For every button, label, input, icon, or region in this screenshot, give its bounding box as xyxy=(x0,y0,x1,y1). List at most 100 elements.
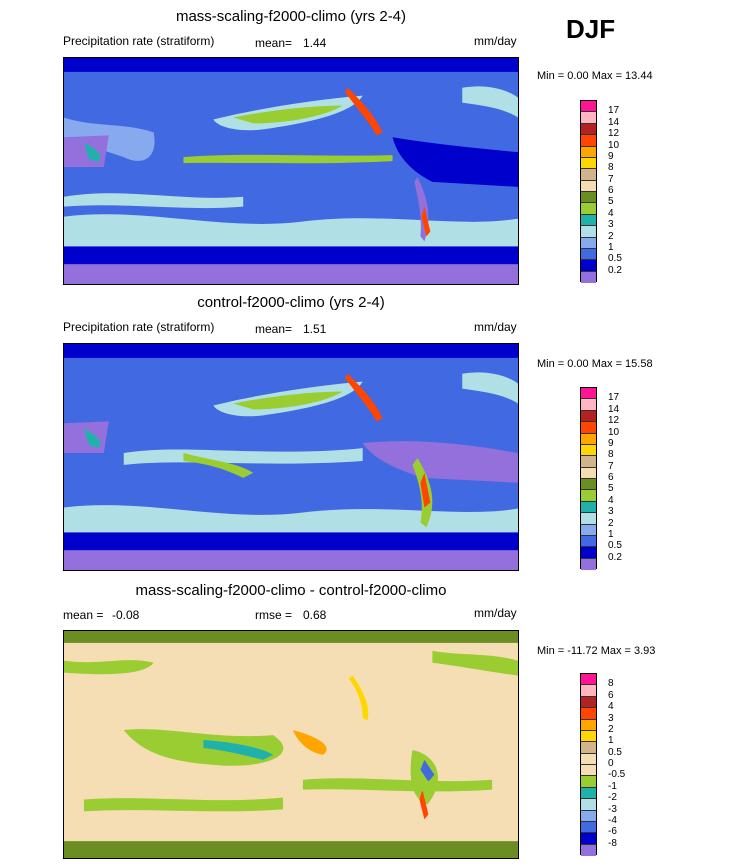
colorbar-label: 6 xyxy=(608,472,614,483)
colorbar-label: 0.5 xyxy=(608,746,622,758)
colorbar-swatch xyxy=(581,799,596,811)
colorbar-swatch xyxy=(581,192,596,204)
colorbar-swatch xyxy=(581,524,596,536)
colorbar-label: 3 xyxy=(608,506,614,518)
colorbar-swatch xyxy=(581,456,596,468)
colorbar-swatch xyxy=(581,685,596,697)
colorbar-label: -4 xyxy=(608,814,617,826)
panel1-title: mass-scaling-f2000-climo (yrs 2-4) xyxy=(175,8,407,25)
colorbar-label: -3 xyxy=(608,803,617,815)
colorbar-swatch xyxy=(581,399,596,411)
colorbar-swatch xyxy=(581,214,596,227)
colorbar-label: -6 xyxy=(608,826,617,838)
colorbar-swatch xyxy=(581,742,596,754)
colorbar-label: 0.5 xyxy=(608,253,622,265)
colorbar-swatch xyxy=(581,490,596,502)
colorbar-swatch xyxy=(581,101,596,113)
colorbar-swatch xyxy=(581,226,596,238)
colorbar-label: 0.5 xyxy=(608,540,622,552)
panel1-map xyxy=(63,57,519,285)
season-label: DJF xyxy=(566,14,616,44)
colorbar-swatch xyxy=(581,501,596,514)
colorbar-swatch xyxy=(581,719,596,731)
colorbar-label: 0.2 xyxy=(608,264,622,276)
colorbar-label: 14 xyxy=(608,116,620,128)
colorbar-label: 5 xyxy=(608,196,614,208)
colorbar-label: 4 xyxy=(608,494,614,506)
colorbar-label: 7 xyxy=(608,173,614,185)
colorbar-label: 3 xyxy=(608,219,614,231)
colorbar-swatch xyxy=(581,787,596,800)
colorbar-swatch xyxy=(581,135,596,147)
colorbar-label: 2 xyxy=(608,517,614,529)
panel2-field xyxy=(64,344,518,570)
colorbar-swatch xyxy=(581,146,596,158)
colorbar-swatch xyxy=(581,558,596,570)
panel3-field xyxy=(64,631,518,858)
colorbar-label: 14 xyxy=(608,403,620,415)
colorbar-label: 8 xyxy=(608,449,614,461)
colorbar-swatch xyxy=(581,123,596,136)
colorbar-swatch xyxy=(581,271,596,283)
colorbar-label: 3 xyxy=(608,712,614,724)
colorbar-label: 0 xyxy=(608,758,614,769)
panel2-mean-value: 1.51 xyxy=(303,322,327,336)
colorbar-swatch xyxy=(581,776,596,788)
colorbar-swatch xyxy=(581,696,596,709)
colorbar-label: 8 xyxy=(608,678,614,690)
panel3-mean-label: mean = xyxy=(63,608,104,622)
colorbar-label: 4 xyxy=(608,207,614,219)
colorbar-label: 9 xyxy=(608,150,614,162)
panel1-colorbar xyxy=(580,100,597,283)
colorbar-label: 10 xyxy=(608,426,620,438)
panel1-units: mm/day xyxy=(474,34,517,48)
colorbar-swatch xyxy=(581,753,596,765)
colorbar-swatch xyxy=(581,674,596,686)
colorbar-label: 9 xyxy=(608,437,614,449)
colorbar-swatch xyxy=(581,844,596,856)
panel3-map xyxy=(63,630,519,859)
colorbar-label: 6 xyxy=(608,689,614,701)
panel2-map xyxy=(63,343,519,571)
colorbar-swatch xyxy=(581,444,596,457)
colorbar-label: 1 xyxy=(608,241,614,253)
colorbar-label: 1 xyxy=(608,528,614,540)
panel2-variable: Precipitation rate (stratiform) xyxy=(63,320,215,334)
panel1-field xyxy=(64,58,518,284)
colorbar-label: 8 xyxy=(608,162,614,174)
colorbar-swatch xyxy=(581,535,596,548)
colorbar-label: -8 xyxy=(608,837,617,849)
panel1-mean-value: 1.44 xyxy=(303,36,327,50)
panel3-units: mm/day xyxy=(474,606,517,620)
panel3-min-max: Min = -11.72 Max = 3.93 xyxy=(537,645,656,657)
colorbar-label: 5 xyxy=(608,483,614,495)
colorbar-swatch xyxy=(581,157,596,170)
colorbar-swatch xyxy=(581,433,596,445)
colorbar-label: 10 xyxy=(608,139,620,151)
colorbar-swatch xyxy=(581,203,596,215)
colorbar-swatch xyxy=(581,260,596,272)
panel1-min-max: Min = 0.00 Max = 13.44 xyxy=(537,70,653,82)
panel2-min-max: Min = 0.00 Max = 15.58 xyxy=(537,358,653,370)
colorbar-swatch xyxy=(581,112,596,124)
colorbar-label: 7 xyxy=(608,460,614,472)
colorbar-swatch xyxy=(581,180,596,192)
colorbar-swatch xyxy=(581,467,596,479)
colorbar-label: 6 xyxy=(608,185,614,196)
colorbar-swatch xyxy=(581,169,596,181)
colorbar-label: -1 xyxy=(608,780,617,792)
colorbar-swatch xyxy=(581,388,596,400)
panel3-title: mass-scaling-f2000-climo - control-f2000… xyxy=(135,582,447,599)
colorbar-label: 12 xyxy=(608,128,620,140)
colorbar-label: -0.5 xyxy=(608,769,626,781)
colorbar-label: 2 xyxy=(608,230,614,242)
colorbar-label: 1 xyxy=(608,735,614,747)
colorbar-label: 17 xyxy=(608,392,620,404)
colorbar-swatch xyxy=(581,422,596,434)
panel2-units: mm/day xyxy=(474,320,517,334)
colorbar-label: 4 xyxy=(608,701,614,713)
panel3-rmse-value: 0.68 xyxy=(303,608,327,622)
panel2-mean-label: mean= xyxy=(255,322,293,336)
colorbar-swatch xyxy=(581,513,596,525)
colorbar-swatch xyxy=(581,479,596,491)
